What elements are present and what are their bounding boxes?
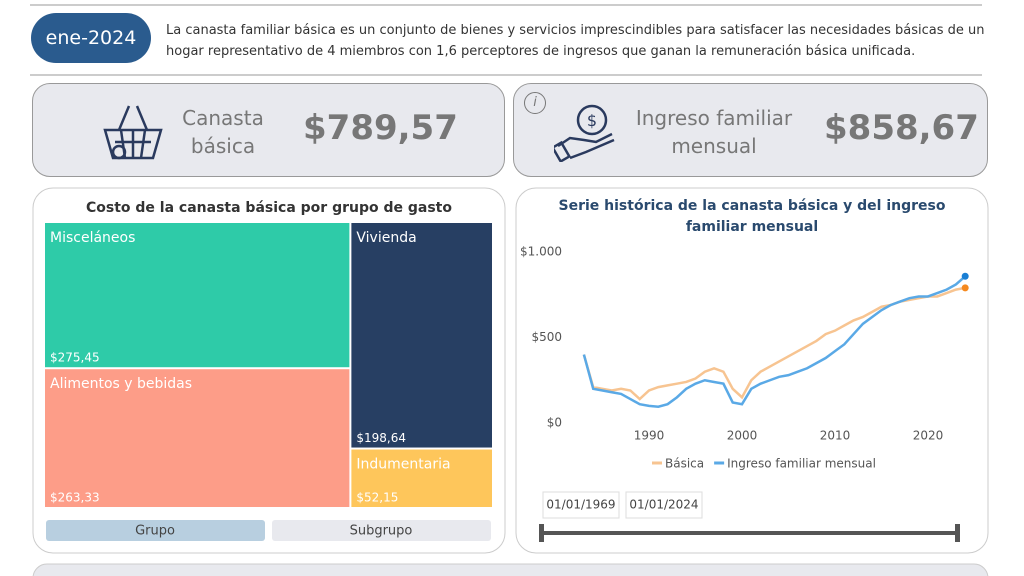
description: La canasta familiar básica es un conjunt… xyxy=(166,23,985,59)
tile-value: $52,15 xyxy=(356,491,398,505)
tile-label: Indumentaria xyxy=(356,457,450,473)
date-box xyxy=(625,491,703,519)
end-point xyxy=(961,284,969,292)
slider-handle[interactable] xyxy=(955,524,960,542)
tile xyxy=(351,223,492,448)
tile xyxy=(45,369,350,507)
chart-title: Costo de la canasta básica por grupo de … xyxy=(86,200,452,216)
date-box xyxy=(542,491,620,519)
end-point xyxy=(961,272,969,280)
card-value: $858,67 xyxy=(824,108,979,148)
slider-handle[interactable] xyxy=(539,524,544,542)
date-input[interactable]: 01/01/1969 xyxy=(546,498,615,512)
y-tick-label: $500 xyxy=(531,330,562,344)
chart-title: Serie histórica de la canasta básica y d… xyxy=(558,198,946,235)
button-label[interactable]: Subgrupo xyxy=(350,524,413,539)
dollar-glyph: $ xyxy=(587,111,597,130)
tile-label: Misceláneos xyxy=(50,230,135,246)
legend-label: Básica xyxy=(665,457,704,471)
legend-label: Ingreso familiar mensual xyxy=(727,457,876,471)
tile-value: $198,64 xyxy=(356,431,406,445)
card: Canasta básica $789,57 xyxy=(32,83,505,177)
tile xyxy=(45,223,350,368)
panel xyxy=(32,563,989,576)
tile-value: $275,45 xyxy=(50,351,100,365)
period-badge: ene-2024 xyxy=(31,13,151,63)
x-tick-label: 2020 xyxy=(913,429,944,443)
y-tick-label: $0 xyxy=(547,416,562,430)
divider xyxy=(30,74,982,76)
button-label[interactable]: Grupo xyxy=(135,524,175,539)
card-label: Canasta básica xyxy=(182,106,264,158)
info-icon[interactable]: i xyxy=(524,92,546,114)
tile-value: $263,33 xyxy=(50,491,100,505)
line xyxy=(582,275,967,409)
x-tick-label: 2010 xyxy=(820,429,851,443)
chart-title-box: Serie histórica de la canasta básica y d… xyxy=(558,198,946,235)
card-value: $789,57 xyxy=(303,108,458,148)
tile-label: Alimentos y bebidas xyxy=(50,376,192,392)
button xyxy=(272,520,491,541)
button xyxy=(46,520,265,541)
divider xyxy=(30,4,982,6)
x-tick-label: 2000 xyxy=(727,429,758,443)
card-label: Ingreso familiar mensual xyxy=(635,106,793,158)
card: i $ Ingreso familiar mensual $858,67 xyxy=(513,83,988,177)
tile-label: Vivienda xyxy=(356,230,416,246)
tile xyxy=(351,449,492,507)
basket-icon xyxy=(103,105,163,160)
panel xyxy=(515,187,989,554)
income-icon: $ xyxy=(554,104,615,162)
date-input[interactable]: 01/01/2024 xyxy=(629,498,698,512)
x-tick-label: 1990 xyxy=(634,429,665,443)
y-tick-label: $1.000 xyxy=(520,245,562,259)
